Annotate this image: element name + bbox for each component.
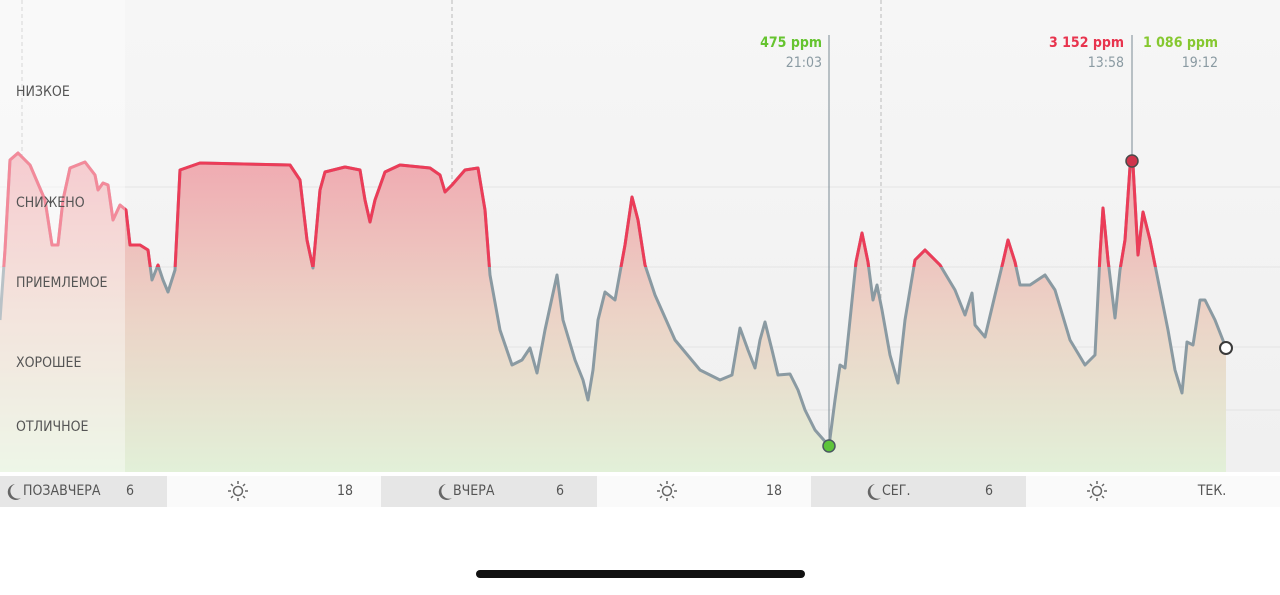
timeline-label: 18 (337, 483, 353, 499)
marker-time: 13:58 (1088, 55, 1124, 71)
marker-time: 19:12 (1182, 55, 1218, 71)
max-point (1125, 154, 1139, 168)
level-label: НИЗКОЕ (16, 84, 70, 100)
home-indicator (476, 570, 805, 578)
current-point (1219, 341, 1233, 355)
area (0, 153, 1226, 472)
timeline-label: ТЕК. (1197, 483, 1227, 499)
level-label: ПРИЕМЛЕМОЕ (16, 275, 108, 291)
level-label: ОТЛИЧНОЕ (16, 419, 89, 435)
line (0, 151, 1228, 448)
timeline-label: ПОЗАВЧЕРА (23, 483, 101, 499)
marker-time: 21:03 (786, 55, 822, 71)
marker-value: 1 086 ppm (1143, 35, 1218, 51)
marker-value: 475 ppm (760, 35, 822, 51)
level-label: СНИЖЕНО (16, 195, 85, 211)
min-point (822, 439, 836, 453)
timeline-label: 6 (126, 483, 134, 499)
timeline-label: 18 (766, 483, 782, 499)
timeline-label: СЕГ. (882, 483, 910, 499)
timeline-label: 6 (556, 483, 564, 499)
past-overlay (0, 0, 125, 472)
level-label: ХОРОШЕЕ (16, 355, 81, 371)
timeline-label: ВЧЕРА (453, 483, 495, 499)
timeline: ПОЗАВЧЕРА 6 18 ВЧЕРА 6 18 СЕГ. 6 ТЕК. (0, 476, 1280, 507)
timeline-label: 6 (985, 483, 993, 499)
marker-value: 3 152 ppm (1049, 35, 1124, 51)
